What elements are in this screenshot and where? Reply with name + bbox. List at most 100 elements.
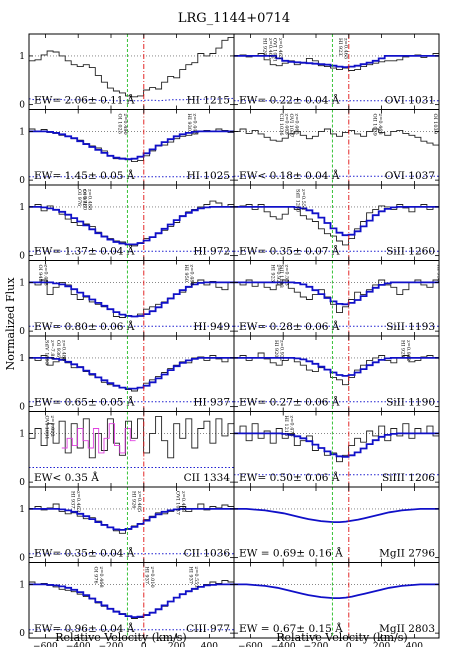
line-id-label: HI 926 <box>130 491 136 508</box>
line-id-label: z=0.553 <box>300 189 306 210</box>
fitted-absorption-region <box>234 432 439 458</box>
line-id-label: HI 930 <box>186 114 192 131</box>
flux-spectrum <box>29 279 234 318</box>
ew-label: EW= 0.35± 0.04 Å <box>34 546 135 560</box>
fitted-absorption-region <box>29 130 234 161</box>
y-tick-label: 1 <box>19 429 25 439</box>
line-id-label: z=-7.88 <box>49 340 55 360</box>
error-spectrum <box>29 97 234 102</box>
ion-label: OVI 1037 <box>385 170 435 182</box>
flux-spectrum <box>234 128 439 146</box>
y-tick-label: 1 <box>19 354 25 364</box>
line-id-label: z=0.465 <box>267 38 273 59</box>
line-id-label: z=0.553 <box>283 265 289 286</box>
flux-spectrum <box>29 36 234 98</box>
ew-label: EW= 0.22± 0.04 Å <box>239 93 340 107</box>
line-id-label: HI 937 <box>70 491 76 508</box>
line-id-label: z=1.022 <box>49 416 55 437</box>
ew-label: EW= 0.28± 0.06 Å <box>239 319 340 333</box>
fitted-absorption-region <box>234 206 439 237</box>
line-id-label: HI 923 <box>399 340 405 357</box>
line-id-label: z=0.912 <box>405 340 411 361</box>
panel-plot-area: OVI 1031 z=1.022 <box>29 411 234 487</box>
fitted-absorption-region <box>234 55 439 68</box>
x-tick-label: 200 <box>168 642 185 647</box>
chart-title: LRG_1144+0714 <box>178 11 290 26</box>
line-id-label: CII 1036 <box>278 114 284 136</box>
error-spectrum <box>234 99 439 102</box>
line-id-label: OI 948 <box>37 265 43 282</box>
ion-label: HI 1215 <box>187 95 230 107</box>
line-id-label: HI 923 <box>337 38 343 55</box>
line-id-label: z=0.010 <box>149 567 155 588</box>
y-tick-label: 0 <box>19 327 25 337</box>
ion-label: MgII 2796 <box>379 548 435 560</box>
line-id-label: z=0.488 <box>42 265 48 286</box>
panel-plot-area <box>234 562 439 638</box>
line-id-label: z=0.00 <box>438 114 444 132</box>
fitted-absorption-region <box>234 357 439 377</box>
y-tick-label: 0 <box>19 252 25 262</box>
fitted-absorption-region <box>234 281 439 306</box>
fitted-absorption-region <box>29 357 234 390</box>
ew-label: EW= 0.27± 0.06 Å <box>239 395 340 409</box>
ion-label: OVI 1031 <box>385 95 435 107</box>
y-tick-label: 0 <box>19 478 25 488</box>
line-id-label: z=0.553 <box>193 567 199 588</box>
panel-p14: OI 976 z=0.468 HI 937 z=0.010 HI 937 z=0.553E… <box>19 562 235 647</box>
line-id-label: z=0.443 <box>192 114 198 135</box>
fitted-absorption-region <box>29 281 234 318</box>
panel-plot-area <box>29 34 234 110</box>
flux-spectrum <box>234 352 439 386</box>
line-id-label: z=0.922 <box>279 340 285 361</box>
line-id-label: HI 923 <box>270 265 276 282</box>
panel-p9: HI 920 z=0.922 HI 923 z=0.912 EW= 0.27± 0.06… <box>233 335 440 412</box>
line-id-label: OI 971 <box>81 189 87 206</box>
x-tick-label: −400 <box>271 642 296 647</box>
ew-label: EW< 0.18± 0.04 Å <box>239 168 340 182</box>
line-id-label: z=0.488 <box>87 189 93 210</box>
line-id-label: z=0.922 <box>275 265 281 286</box>
line-id-label: z=0.475 <box>288 416 294 437</box>
x-tick-label: 0 <box>141 642 147 647</box>
line-id-label: OVI 1037 <box>288 114 294 138</box>
ew-label: EW= 1.37± 0.04 Å <box>34 244 135 258</box>
panel-plot-area <box>234 487 439 563</box>
line-id-label: HI 930 <box>435 265 441 282</box>
line-id-label: OVI 1037 <box>175 491 181 515</box>
flux-spectrum <box>234 279 439 314</box>
panel-frame <box>233 562 440 639</box>
panel-plot-area: HI 937 z=0.463 HI 926 z=0.465 OVI 1037 z=0.48… <box>29 487 234 563</box>
panel-plot-area: SiIV 1393 z=-7.88 OI 936 z=0.488 <box>29 336 234 412</box>
y-tick-label: 1 <box>19 203 25 213</box>
flux-spectrum <box>234 53 439 71</box>
panel-plot-area: OI 976 z=0.468 HI 937 z=0.010 HI 937 z=0.553 <box>29 562 234 638</box>
line-id-label: z=0.468 <box>98 567 104 588</box>
line-id-label: OVI 1031 <box>271 38 277 62</box>
ew-label: EW= 0.50± 0.06 Å <box>239 470 340 484</box>
ew-label: EW = 0.69± 0.16 Å <box>239 546 343 560</box>
panel-plot-area: HI 920 z=0.922 HI 923 z=0.912 <box>234 336 439 412</box>
panel-plot-area: SiII 1260 z=0.553 <box>234 185 439 261</box>
y-tick-label: 0 <box>19 176 25 186</box>
ew-label: EW = 0.67± 0.15 Å <box>239 621 343 635</box>
y-tick-label: 1 <box>19 52 25 62</box>
fitted-absorption-region <box>29 508 234 531</box>
ion-label: SiII 1193 <box>386 321 435 333</box>
line-id-label: z=0.465 <box>293 114 299 135</box>
ew-label: EW= 1.45± 0.05 Å <box>34 168 135 182</box>
ion-label: HI 949 <box>193 321 230 333</box>
line-id-label: z=0.480 <box>82 189 88 210</box>
y-tick-label: 1 <box>19 127 25 137</box>
blended-region-spectrum <box>61 423 136 454</box>
ion-label: CII 1036 <box>184 548 231 560</box>
